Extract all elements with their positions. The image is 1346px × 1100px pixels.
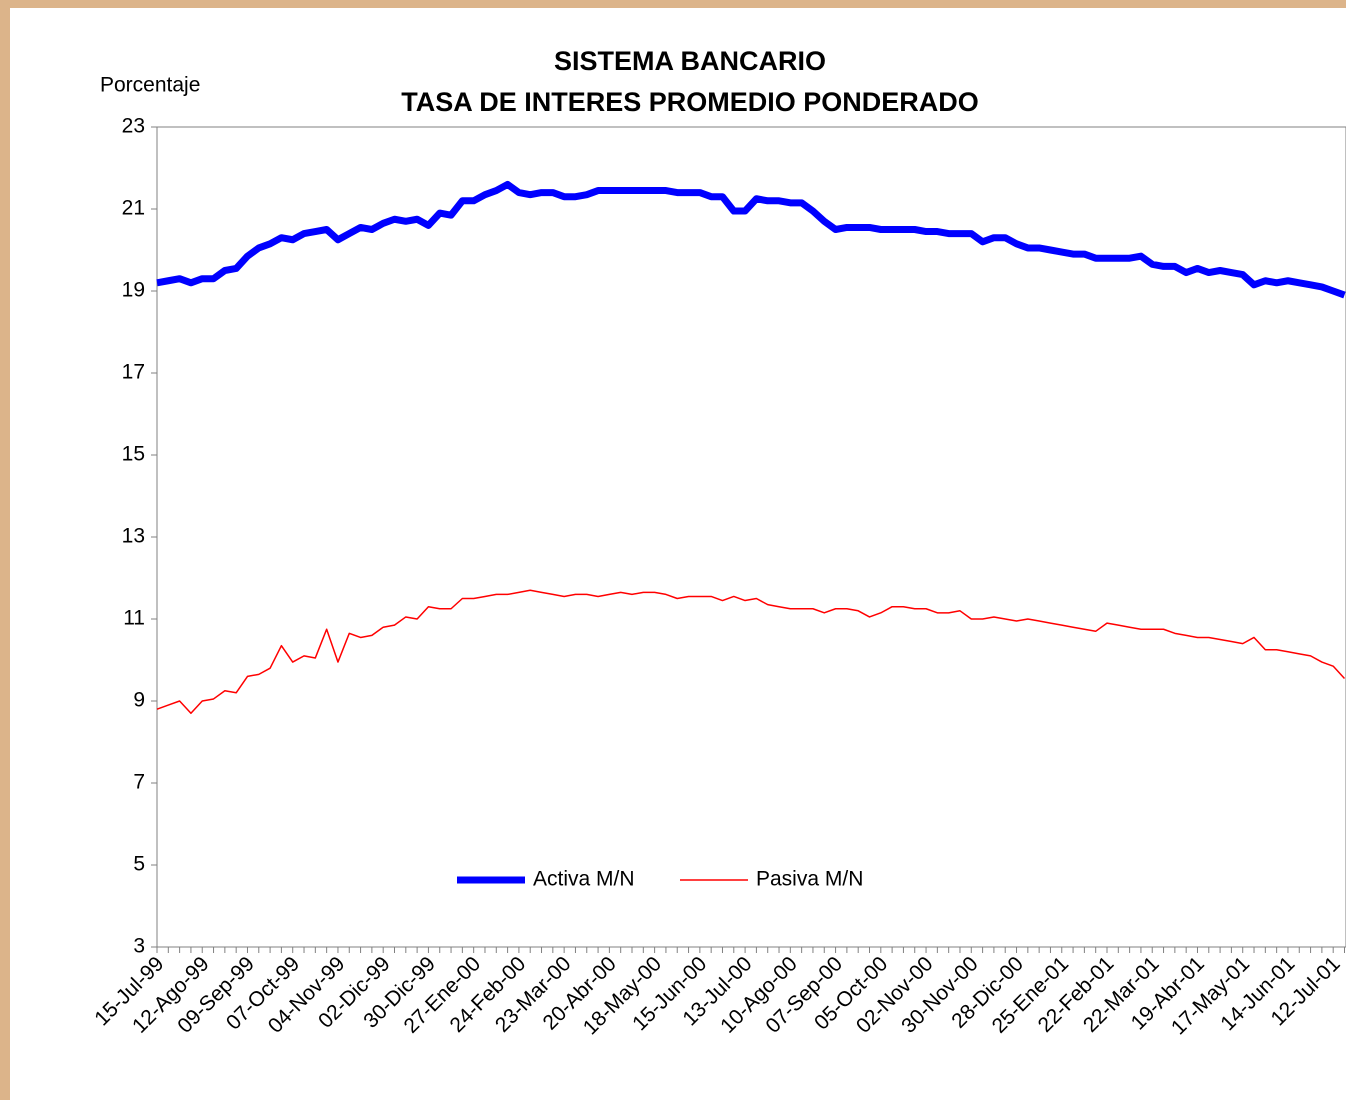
y-tick-label: 9 (133, 689, 145, 712)
y-tick-label: 3 (133, 935, 145, 958)
y-tick-label: 7 (133, 771, 145, 794)
y-tick-label: 13 (122, 525, 145, 548)
plot-area (156, 126, 1346, 948)
chart-subtitle: TASA DE INTERES PROMEDIO PONDERADO (401, 87, 979, 117)
y-tick-label: 17 (122, 361, 145, 384)
y-tick-label: 21 (122, 197, 145, 220)
y-tick-label: 11 (123, 607, 145, 630)
y-tick-label: 23 (122, 115, 145, 138)
y-tick-label: 15 (122, 443, 145, 466)
y-tick-label: 5 (133, 853, 145, 876)
legend-label: Pasiva M/N (756, 868, 863, 891)
y-axis-label: Porcentaje (100, 74, 200, 97)
series-line (156, 180, 1346, 299)
chart-title: SISTEMA BANCARIO (554, 46, 826, 76)
legend-label: Activa M/N (533, 868, 635, 891)
series-line (156, 589, 1346, 715)
y-tick-label: 19 (122, 279, 145, 302)
